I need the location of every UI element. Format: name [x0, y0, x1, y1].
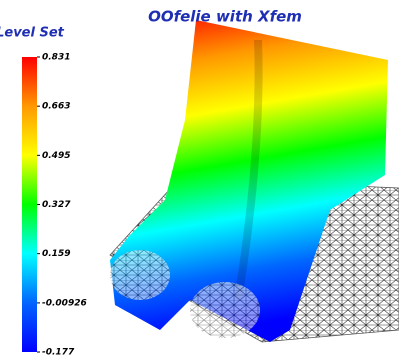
mesh-bump: [190, 282, 260, 338]
chart-title: OOfelie with Xfem: [148, 8, 302, 26]
tick-label: -0.00926: [42, 298, 87, 308]
tick-label: 0.327: [42, 200, 71, 210]
surface-plot: [110, 20, 399, 342]
tick-label: -0.177: [42, 348, 75, 358]
mesh-bump: [110, 250, 170, 300]
colorbar-title: Level Set: [0, 26, 65, 41]
chart: OOfelie with Xfem Level Set 0.831 0.663 0.…: [0, 0, 399, 362]
colorbar: [22, 57, 37, 352]
tick-label: 0.663: [42, 102, 70, 112]
tick-label: 0.831: [42, 53, 70, 63]
tick-label: 0.495: [42, 151, 70, 161]
tick-label: 0.159: [42, 249, 70, 259]
